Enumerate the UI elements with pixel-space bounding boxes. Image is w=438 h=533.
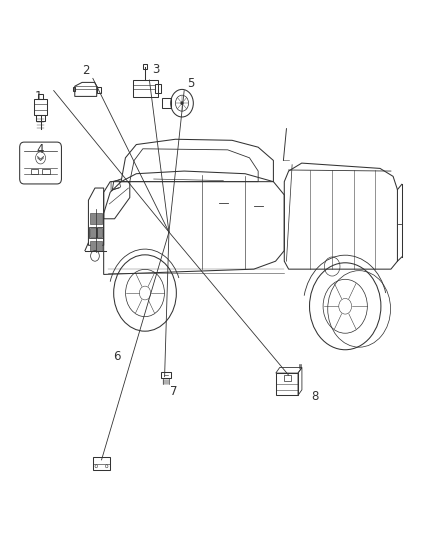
Text: 7: 7 bbox=[170, 385, 177, 398]
Bar bbox=[73, 87, 75, 91]
Bar bbox=[90, 228, 102, 237]
Circle shape bbox=[180, 102, 184, 105]
Bar bbox=[97, 87, 101, 93]
Text: 2: 2 bbox=[82, 64, 90, 77]
Bar bbox=[36, 115, 46, 121]
Bar bbox=[90, 241, 102, 251]
Bar bbox=[34, 99, 47, 115]
Bar bbox=[276, 373, 298, 395]
Bar bbox=[284, 375, 291, 381]
Bar bbox=[32, 168, 38, 174]
Bar bbox=[161, 372, 171, 378]
Bar bbox=[42, 168, 49, 174]
Bar bbox=[155, 84, 161, 93]
Bar bbox=[92, 457, 110, 470]
Text: 8: 8 bbox=[311, 390, 318, 403]
Bar bbox=[162, 99, 171, 108]
Text: 6: 6 bbox=[113, 350, 120, 363]
Text: 5: 5 bbox=[187, 77, 194, 90]
Bar bbox=[133, 80, 158, 97]
Text: 3: 3 bbox=[152, 63, 159, 76]
Text: 4: 4 bbox=[37, 143, 44, 156]
Bar bbox=[143, 64, 147, 69]
Bar bbox=[90, 214, 102, 224]
Text: 1: 1 bbox=[35, 90, 42, 103]
Bar bbox=[38, 94, 43, 99]
